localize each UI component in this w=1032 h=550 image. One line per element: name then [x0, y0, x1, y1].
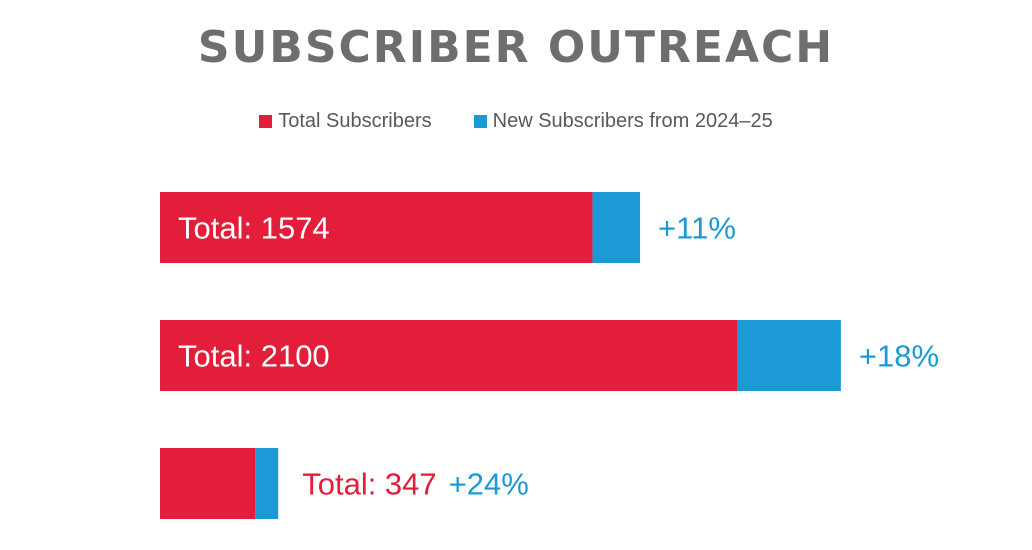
bar-total-2: [160, 320, 737, 391]
bar-new-3: [255, 448, 279, 519]
legend: Total Subscribers New Subscribers from 2…: [0, 108, 1032, 134]
bar-growth-label-1: +11%: [658, 211, 736, 246]
legend-label-new: New Subscribers from 2024–25: [492, 110, 773, 132]
chart-title: SUBSCRIBER OUTREACH: [197, 22, 835, 73]
bar-growth-label-2: +18%: [859, 339, 939, 374]
legend-item-total: Total Subscribers: [259, 108, 432, 134]
legend-item-new: New Subscribers from 2024–25: [473, 108, 773, 134]
bar-growth-label-3: +24%: [449, 467, 529, 502]
legend-label-total: Total Subscribers: [278, 110, 432, 132]
bar-total-label-2: Total: 2100: [178, 339, 330, 374]
bar-total-label-3: Total: 347: [302, 467, 436, 502]
bar-total-1: [160, 192, 593, 263]
bar-new-2: [737, 320, 841, 391]
legend-swatch-new: [473, 114, 487, 128]
bar-total-label-1: Total: 1574: [178, 211, 330, 246]
bar-new-1: [592, 192, 641, 263]
bar-total-3: [160, 448, 256, 519]
legend-swatch-total: [259, 114, 273, 128]
